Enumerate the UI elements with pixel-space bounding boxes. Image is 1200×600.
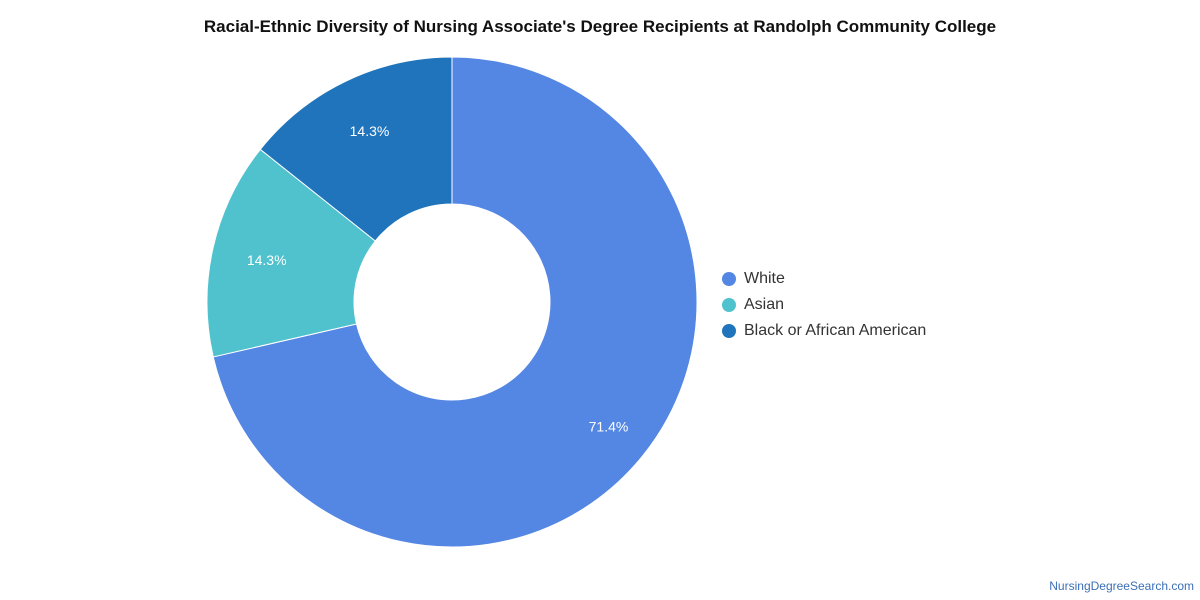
legend-label: White	[744, 270, 785, 287]
legend-label: Black or African American	[744, 322, 927, 339]
slice-label-white: 71.4%	[589, 419, 629, 435]
chart-title: Racial-Ethnic Diversity of Nursing Assoc…	[203, 17, 997, 36]
legend-item-white[interactable]: White	[722, 266, 926, 292]
slice-label-asian: 14.3%	[247, 252, 287, 268]
legend-label: Asian	[744, 296, 785, 313]
slice-black-or-african-american[interactable]	[259, 56, 453, 242]
legend-item-black-or-african-american[interactable]: Black or African American	[722, 318, 926, 344]
legend-item-asian[interactable]: Asian	[722, 292, 926, 318]
legend: White Asian Black or African American	[722, 266, 926, 344]
legend-swatch	[722, 298, 736, 312]
slice-asian[interactable]	[206, 148, 377, 358]
site-credit[interactable]: NursingDegreeSearch.com	[1049, 579, 1194, 593]
legend-swatch	[722, 272, 736, 286]
slice-label-black-or-african-american: 14.3%	[350, 123, 390, 139]
legend-swatch	[722, 324, 736, 338]
slice-white[interactable]	[212, 56, 698, 548]
